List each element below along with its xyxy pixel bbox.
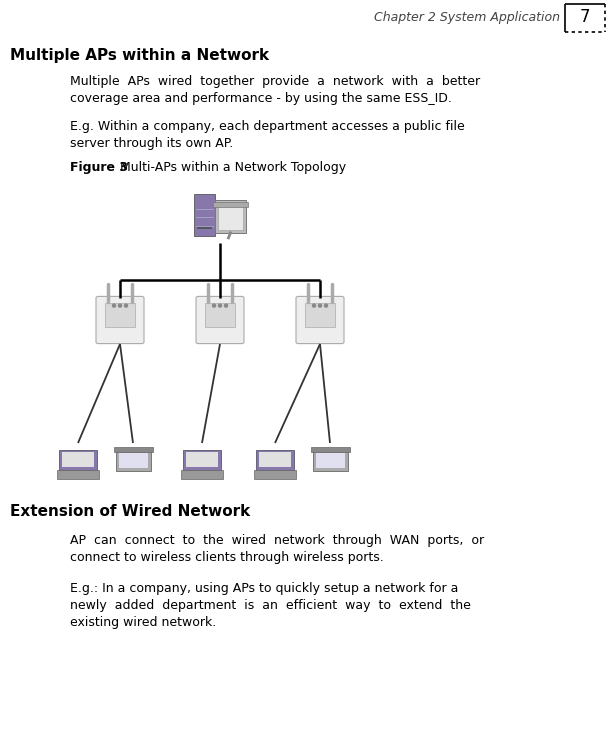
Text: Multiple  APs  wired  together  provide  a  network  with  a  better: Multiple APs wired together provide a ne… (70, 75, 480, 88)
FancyBboxPatch shape (312, 449, 348, 470)
Text: Figure 3: Figure 3 (70, 161, 128, 174)
Bar (62, 452, 94, 467)
Bar (254, 470, 296, 479)
Text: Chapter 2 System Application: Chapter 2 System Application (374, 11, 560, 24)
Text: Multiple APs within a Network: Multiple APs within a Network (10, 48, 269, 63)
Bar (213, 202, 248, 207)
Circle shape (219, 304, 222, 307)
Circle shape (213, 304, 216, 307)
FancyBboxPatch shape (96, 297, 144, 344)
Circle shape (312, 304, 315, 307)
Bar (186, 452, 218, 467)
Text: E.g. Within a company, each department accesses a public file: E.g. Within a company, each department a… (70, 120, 465, 133)
Bar (205, 304, 236, 327)
Bar (315, 452, 345, 467)
Bar (181, 470, 223, 479)
Bar (304, 304, 336, 327)
Circle shape (325, 304, 328, 307)
Text: server through its own AP.: server through its own AP. (70, 137, 233, 150)
Bar (57, 470, 99, 479)
FancyBboxPatch shape (214, 200, 247, 233)
Bar (197, 226, 211, 229)
Circle shape (119, 304, 122, 307)
Text: AP  can  connect  to  the  wired  network  through  WAN  ports,  or: AP can connect to the wired network thro… (70, 534, 484, 547)
Text: coverage area and performance - by using the same ESS_ID.: coverage area and performance - by using… (70, 92, 452, 105)
Text: E.g.: In a company, using APs to quickly setup a network for a: E.g.: In a company, using APs to quickly… (70, 582, 459, 595)
Circle shape (113, 304, 116, 307)
Bar (217, 205, 244, 230)
FancyBboxPatch shape (194, 194, 214, 236)
Bar (259, 452, 291, 467)
FancyBboxPatch shape (296, 297, 344, 344)
Bar (105, 304, 135, 327)
Bar (113, 447, 152, 451)
Text: connect to wireless clients through wireless ports.: connect to wireless clients through wire… (70, 551, 384, 564)
Text: existing wired network.: existing wired network. (70, 616, 216, 629)
Circle shape (225, 304, 228, 307)
Text: 7: 7 (580, 8, 590, 26)
FancyBboxPatch shape (59, 450, 97, 470)
Text: newly  added  department  is  an  efficient  way  to  extend  the: newly added department is an efficient w… (70, 599, 471, 612)
FancyBboxPatch shape (116, 449, 150, 470)
Bar (311, 447, 350, 451)
Text: Multi-APs within a Network Topology: Multi-APs within a Network Topology (116, 161, 346, 174)
FancyBboxPatch shape (196, 297, 244, 344)
FancyBboxPatch shape (256, 450, 294, 470)
Circle shape (319, 304, 322, 307)
Bar (119, 452, 147, 467)
FancyBboxPatch shape (183, 450, 221, 470)
Text: Extension of Wired Network: Extension of Wired Network (10, 504, 250, 519)
Circle shape (124, 304, 127, 307)
